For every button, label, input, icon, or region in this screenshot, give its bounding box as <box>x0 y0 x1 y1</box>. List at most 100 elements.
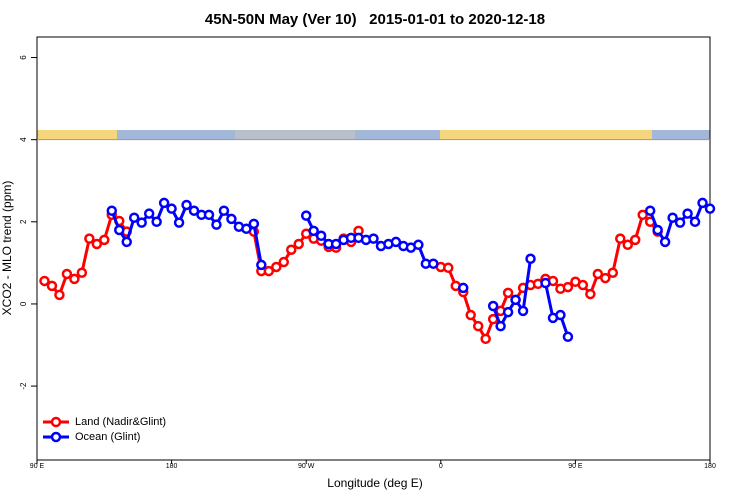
data-point <box>622 239 633 251</box>
data-point <box>487 300 499 312</box>
data-point <box>61 268 73 280</box>
data-point <box>659 236 671 248</box>
legend-label: Ocean (Glint) <box>75 431 140 443</box>
data-point <box>143 208 155 219</box>
map-strip <box>37 130 710 140</box>
data-point <box>368 233 379 244</box>
data-point <box>136 217 147 228</box>
data-point <box>682 208 693 219</box>
x-tick-label: 180 <box>704 463 716 470</box>
data-point <box>181 199 192 211</box>
data-point <box>173 217 185 228</box>
data-point <box>555 309 566 321</box>
data-point <box>697 197 708 209</box>
data-point <box>188 205 200 216</box>
data-point <box>300 210 312 221</box>
y-tick-label: 4 <box>19 137 28 142</box>
data-point <box>413 239 424 251</box>
data-point <box>271 261 282 273</box>
data-point <box>84 233 95 244</box>
y-tick-label: 0 <box>19 301 28 306</box>
data-point <box>151 216 162 228</box>
data-point <box>629 234 641 246</box>
data-point <box>585 288 596 300</box>
x-axis-label: Longitude (deg E) <box>327 476 422 490</box>
y-tick-label: -2 <box>19 382 28 390</box>
y-tick-label: 6 <box>19 55 28 60</box>
x-tick-label: 90 W <box>298 463 315 470</box>
data-point <box>158 197 170 209</box>
data-point <box>600 272 611 284</box>
data-point <box>285 244 297 255</box>
legend-marker <box>50 416 62 428</box>
data-point <box>704 203 716 214</box>
ocean-strip <box>652 130 710 140</box>
data-point <box>278 256 290 268</box>
data-point <box>652 224 663 236</box>
data-point <box>211 219 222 230</box>
data-point <box>330 238 342 250</box>
data-point <box>674 217 686 228</box>
data-point <box>218 205 230 216</box>
data-point <box>637 209 648 221</box>
land-strip <box>235 130 355 140</box>
data-point <box>263 265 275 277</box>
data-point <box>166 203 177 214</box>
data-point <box>248 218 260 230</box>
x-tick-label: 90 E <box>30 463 45 470</box>
data-point <box>615 233 626 244</box>
data-point <box>106 205 118 216</box>
data-point <box>502 287 514 299</box>
data-point <box>114 224 125 236</box>
data-point <box>256 259 267 271</box>
y-axis-label: XCO2 - MLO trend (ppm) <box>0 181 14 316</box>
data-point <box>46 280 58 292</box>
data-point <box>91 238 103 250</box>
land-strip <box>440 130 652 140</box>
data-point <box>315 230 327 242</box>
data-point <box>121 236 132 248</box>
data-point <box>689 216 701 228</box>
data-point <box>54 289 65 301</box>
data-point <box>525 253 536 265</box>
data-point <box>69 273 80 285</box>
data-point <box>457 282 469 294</box>
land-strip <box>37 130 117 140</box>
data-point <box>562 331 574 343</box>
data-point <box>517 305 529 317</box>
data-point <box>540 277 551 289</box>
data-point <box>241 223 252 235</box>
data-point <box>577 279 589 291</box>
data-point <box>39 275 50 287</box>
data-point <box>226 213 237 225</box>
data-point <box>128 212 140 223</box>
chart-title: 45N-50N May (Ver 10) 2015-01-01 to 2020-… <box>205 11 545 28</box>
data-point <box>592 268 604 280</box>
data-point <box>502 306 514 318</box>
plot-frame <box>36 36 711 461</box>
data-point <box>390 236 402 248</box>
legend-label: Land (Nadir&Glint) <box>75 416 166 428</box>
data-point <box>443 262 454 274</box>
data-point <box>76 267 88 278</box>
data-point <box>495 320 506 332</box>
legend-marker <box>50 431 62 443</box>
data-point <box>203 209 215 221</box>
x-tick-label: 90 E <box>568 463 583 470</box>
data-point <box>510 294 521 306</box>
y-tick-label: 2 <box>19 219 28 224</box>
data-point <box>428 258 439 269</box>
data-point <box>607 267 619 278</box>
data-point <box>644 205 656 216</box>
data-point <box>667 212 678 223</box>
data-point <box>465 309 476 321</box>
x-tick-label: 0 <box>439 463 443 470</box>
data-point <box>99 234 110 246</box>
data-point <box>308 225 319 237</box>
data-point <box>293 238 304 250</box>
x-tick-label: 180 <box>166 463 178 470</box>
data-point <box>472 320 484 332</box>
series-line <box>110 201 711 338</box>
